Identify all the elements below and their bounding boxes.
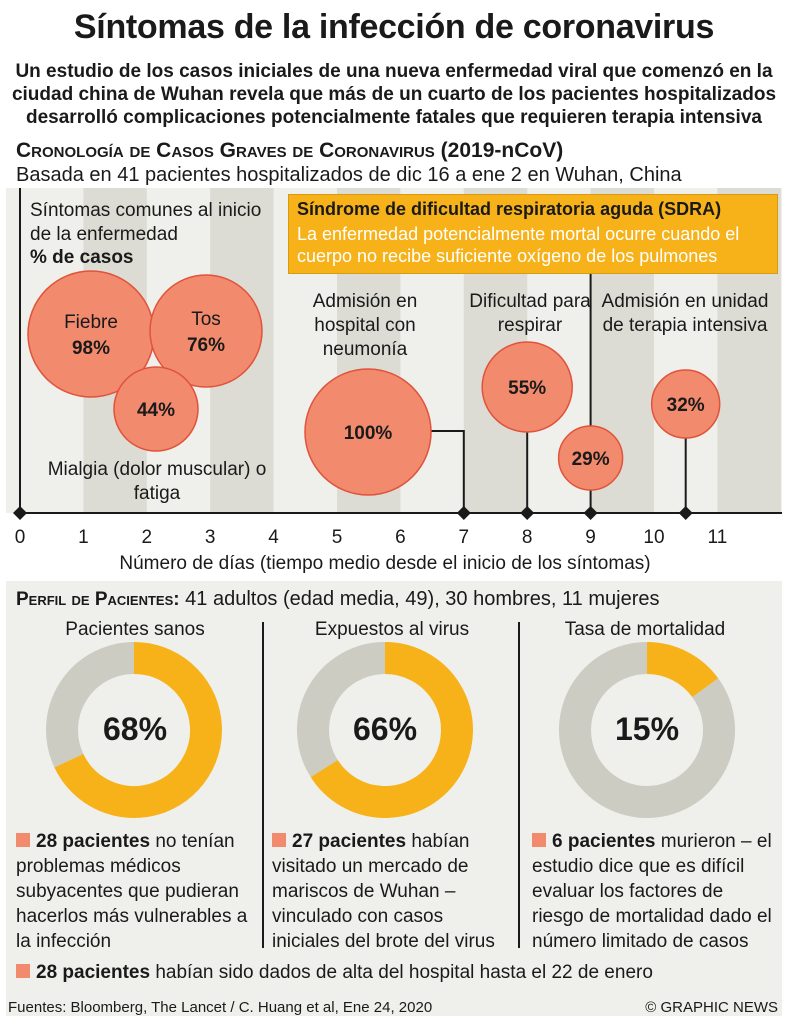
day-marker <box>13 506 27 520</box>
column-divider <box>518 622 520 948</box>
x-tick-label: 1 <box>78 527 89 548</box>
x-tick-label: 7 <box>459 527 470 548</box>
bubble-dificultad-label: 55% <box>508 378 546 399</box>
x-tick-label: 8 <box>522 527 533 548</box>
day-marker <box>678 506 693 520</box>
day-marker <box>520 506 535 520</box>
donut-value-segment <box>646 642 719 698</box>
donut-value-segment <box>310 642 473 818</box>
bubble-sdra-label: 29% <box>572 449 610 470</box>
timeline-title-main: Cronología de Casos Graves de Coronaviru… <box>16 139 435 162</box>
legend-square-icon <box>16 833 30 847</box>
bubble-tos <box>149 274 263 388</box>
dificultad-label: Dificultad para respirar <box>469 291 591 336</box>
note-mortalidad-text: murieron – el estudio dice que es difíci… <box>532 831 772 952</box>
x-tick-label: 0 <box>15 527 26 548</box>
donut-value-segment <box>54 642 222 818</box>
pct-expuestos: 66% <box>352 711 418 747</box>
note-sanos-bold: 28 pacientes <box>36 831 151 852</box>
note-expuestos-bold: 27 pacientes <box>292 831 407 852</box>
legend-square-icon <box>532 833 546 847</box>
timeline-subtitle: Basada en 41 pacientes hospitalizados de… <box>16 164 682 186</box>
bubble-fiebre-label: Fiebre <box>64 312 118 333</box>
symptoms-header: Síntomas comunes al inicio de la enferme… <box>30 200 262 245</box>
discharge-text: habían sido dados de alta del hospital h… <box>150 962 653 983</box>
column-divider <box>262 622 264 948</box>
donut-remainder-segment <box>559 642 735 818</box>
discharge-note: 28 pacientes habían sido dados de alta d… <box>16 962 653 984</box>
donut-remainder-segment <box>297 642 386 778</box>
donut-charts <box>46 642 735 818</box>
x-tick-label: 6 <box>395 527 406 548</box>
note-sanos: 28 pacientes no tenían problemas médicos… <box>16 829 256 954</box>
profile-title: Perfil de Pacientes: 41 adultos (edad me… <box>16 588 660 611</box>
note-sanos-text: no tenían problemas médicos subyacentes … <box>16 831 248 952</box>
bubble-tos-label: Tos <box>191 309 221 330</box>
day-marker <box>583 506 598 520</box>
x-tick-label: 9 <box>585 527 596 548</box>
mialgia-label: Mialgia (dolor muscular) o fatiga <box>47 459 267 504</box>
bubble-uci <box>650 369 721 439</box>
admision-label: Admisión en hospital con neumonía <box>312 291 418 360</box>
note-mortalidad-bold: 6 pacientes <box>552 831 656 852</box>
bubble-fiebre-label: 98% <box>72 338 110 359</box>
pct-mortalidad: 15% <box>614 711 680 747</box>
bubble-uci-label: 32% <box>667 395 705 416</box>
source-text: Fuentes: Bloomberg, The Lancet / C. Huan… <box>8 999 433 1016</box>
x-tick-label: 11 <box>708 527 728 548</box>
credit-text: © GRAPHIC NEWS <box>645 999 778 1016</box>
note-mortalidad: 6 pacientes murieron – el estudio dice q… <box>532 829 780 954</box>
donut-remainder-segment <box>46 642 135 768</box>
note-expuestos-text: habían visitado un mercado de mariscos d… <box>272 831 495 952</box>
timeline-title: Cronología de Casos Graves de Coronaviru… <box>16 139 563 163</box>
bubble-mialgia-label: 44% <box>137 400 175 421</box>
sdra-description: La enfermedad potencialmente mortal ocur… <box>297 224 740 266</box>
x-tick-label: 10 <box>643 527 664 548</box>
x-tick-label: 2 <box>142 527 153 548</box>
page-title: Síntomas de la infección de coronavirus <box>73 8 715 46</box>
symptoms-unit: % de casos <box>30 247 134 268</box>
col-header-sanos: Pacientes sanos <box>65 619 205 640</box>
bubble-dificultad <box>481 341 573 433</box>
sdra-title: Síndrome de dificultad respiratoria agud… <box>297 199 722 219</box>
bubble-sdra <box>557 425 624 491</box>
sdra-box: Síndrome de dificultad respiratoria agud… <box>288 194 778 274</box>
page-subtitle: Un estudio de los casos iniciales de una… <box>11 61 777 128</box>
note-expuestos: 27 pacientes habían visitado un mercado … <box>272 829 512 954</box>
bubble-admision <box>304 368 432 496</box>
col-header-mortalidad: Tasa de mortalidad <box>564 619 726 640</box>
col-header-expuestos: Expuestos al virus <box>314 619 470 640</box>
legend-square-icon <box>16 964 30 978</box>
legend-square-icon <box>272 833 286 847</box>
timeline-title-tag: (2019-nCoV) <box>440 139 564 162</box>
x-axis-label: Número de días (tiempo medio desde el in… <box>119 553 650 574</box>
pct-sanos: 68% <box>102 711 168 747</box>
uci-label: Admisión en unidad de terapia intensiva <box>601 291 769 336</box>
bubble-mialgia <box>113 366 199 452</box>
profile-summary: 41 adultos (edad media, 49), 30 hombres,… <box>185 588 660 610</box>
day-marker <box>456 506 471 520</box>
bubble-admision-label: 100% <box>344 423 393 444</box>
bubble-tos-label: 76% <box>187 335 225 356</box>
discharge-bold: 28 pacientes <box>36 962 151 983</box>
profile-title-label: Perfil de Pacientes: <box>16 589 180 610</box>
x-tick-label: 3 <box>205 527 216 548</box>
x-tick-label: 5 <box>332 527 343 548</box>
x-tick-label: 4 <box>268 527 279 548</box>
